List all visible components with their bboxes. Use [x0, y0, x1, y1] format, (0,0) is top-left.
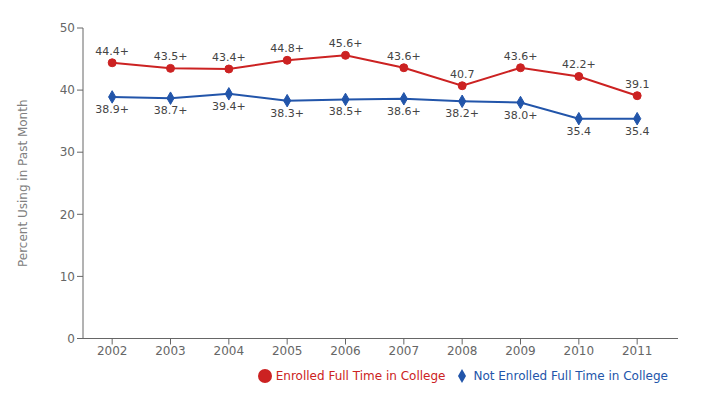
svg-text:Percent Using in Past Month: Percent Using in Past Month [16, 99, 30, 267]
svg-text:43.5+: 43.5+ [154, 50, 188, 63]
svg-text:38.0+: 38.0+ [504, 109, 538, 122]
svg-text:35.4: 35.4 [625, 125, 650, 138]
svg-text:35.4: 35.4 [567, 125, 592, 138]
svg-text:45.6+: 45.6+ [329, 37, 363, 50]
svg-text:2009: 2009 [505, 344, 536, 358]
svg-text:38.9+: 38.9+ [95, 103, 129, 116]
svg-text:2008: 2008 [447, 344, 478, 358]
svg-text:44.4+: 44.4+ [95, 45, 129, 58]
svg-text:50: 50 [60, 21, 75, 35]
svg-text:39.1: 39.1 [625, 78, 650, 91]
svg-text:2006: 2006 [330, 344, 361, 358]
svg-text:40.7: 40.7 [450, 68, 475, 81]
svg-text:0: 0 [67, 332, 75, 346]
html-text:Not Enrolled Full Time in Coll: Not Enrolled Full Time in College [473, 368, 668, 383]
svg-text:2002: 2002 [97, 344, 128, 358]
svg-text:30: 30 [60, 145, 75, 159]
svg-text:40: 40 [60, 83, 75, 97]
svg-text:2007: 2007 [389, 344, 420, 358]
svg-text:2004: 2004 [214, 344, 245, 358]
svg-text:20: 20 [60, 208, 75, 222]
svg-text:2011: 2011 [622, 344, 653, 358]
svg-text:38.3+: 38.3+ [270, 107, 304, 120]
svg-text:38.5+: 38.5+ [329, 105, 363, 118]
svg-text:42.2+: 42.2+ [562, 58, 596, 71]
svg-text:38.7+: 38.7+ [154, 104, 188, 117]
svg-text:43.4+: 43.4+ [212, 51, 246, 64]
html-text:Enrolled Full Time in College: Enrolled Full Time in College [275, 368, 446, 383]
svg-text:43.6+: 43.6+ [387, 50, 421, 63]
svg-text:39.4+: 39.4+ [212, 100, 246, 113]
svg-text:38.6+: 38.6+ [387, 105, 421, 118]
svg-text:43.6+: 43.6+ [504, 50, 538, 63]
svg-text:2003: 2003 [155, 344, 186, 358]
svg-text:2010: 2010 [564, 344, 595, 358]
svg-text:10: 10 [60, 270, 75, 284]
svg-text:2005: 2005 [272, 344, 303, 358]
svg-text:38.2+: 38.2+ [445, 107, 479, 120]
svg-text:44.8+: 44.8+ [270, 42, 304, 55]
